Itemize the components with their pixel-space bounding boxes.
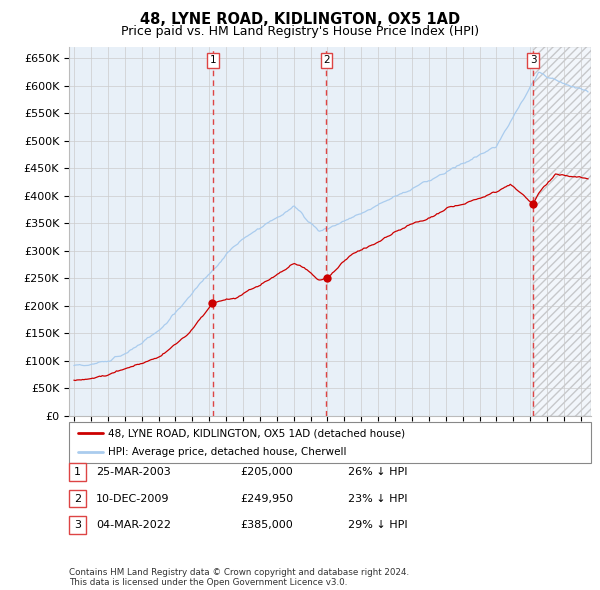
Text: Contains HM Land Registry data © Crown copyright and database right 2024.
This d: Contains HM Land Registry data © Crown c… xyxy=(69,568,409,587)
Text: 25-MAR-2003: 25-MAR-2003 xyxy=(96,467,171,477)
Text: HPI: Average price, detached house, Cherwell: HPI: Average price, detached house, Cher… xyxy=(108,447,347,457)
Text: 23% ↓ HPI: 23% ↓ HPI xyxy=(348,494,407,503)
Text: 48, LYNE ROAD, KIDLINGTON, OX5 1AD (detached house): 48, LYNE ROAD, KIDLINGTON, OX5 1AD (deta… xyxy=(108,428,405,438)
Text: 2: 2 xyxy=(323,55,330,65)
Text: £205,000: £205,000 xyxy=(240,467,293,477)
Text: 1: 1 xyxy=(209,55,216,65)
Text: 1: 1 xyxy=(74,467,81,477)
Bar xyxy=(533,47,591,416)
Bar xyxy=(533,47,591,416)
Text: 29% ↓ HPI: 29% ↓ HPI xyxy=(348,520,407,530)
Text: 48, LYNE ROAD, KIDLINGTON, OX5 1AD: 48, LYNE ROAD, KIDLINGTON, OX5 1AD xyxy=(140,12,460,27)
Text: £249,950: £249,950 xyxy=(240,494,293,503)
Text: 3: 3 xyxy=(74,520,81,530)
Text: 3: 3 xyxy=(530,55,536,65)
Text: 26% ↓ HPI: 26% ↓ HPI xyxy=(348,467,407,477)
Text: 2: 2 xyxy=(74,494,81,503)
Text: 04-MAR-2022: 04-MAR-2022 xyxy=(96,520,171,530)
Text: £385,000: £385,000 xyxy=(240,520,293,530)
Text: Price paid vs. HM Land Registry's House Price Index (HPI): Price paid vs. HM Land Registry's House … xyxy=(121,25,479,38)
Text: 10-DEC-2009: 10-DEC-2009 xyxy=(96,494,170,503)
